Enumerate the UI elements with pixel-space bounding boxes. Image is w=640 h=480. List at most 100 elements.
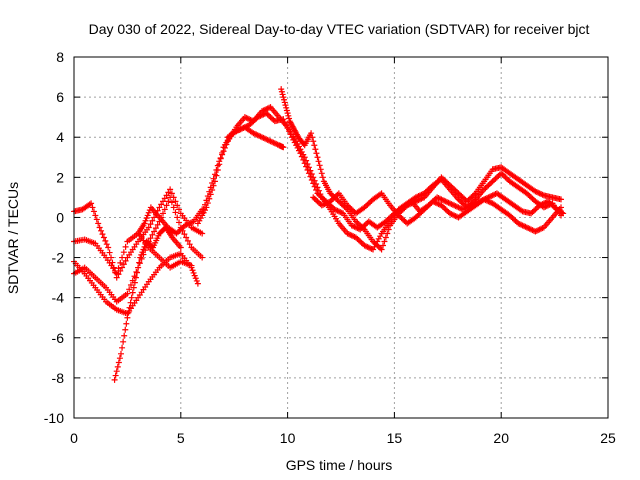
data-point	[165, 198, 172, 205]
data-point	[144, 212, 151, 219]
chart-title: Day 030 of 2022, Sidereal Day-to-day VTE…	[89, 21, 590, 37]
data-point	[131, 279, 138, 286]
series-track-5	[111, 224, 184, 383]
data-point	[117, 259, 124, 266]
data-point	[378, 246, 385, 253]
data-point	[120, 338, 127, 345]
data-point	[134, 269, 141, 276]
data-point	[558, 212, 565, 219]
data-layer	[71, 86, 567, 383]
data-point	[165, 189, 172, 196]
data-point	[189, 267, 196, 274]
data-point	[214, 162, 221, 169]
data-point	[90, 208, 97, 215]
data-point	[384, 230, 391, 237]
data-point	[115, 359, 122, 366]
data-point	[172, 209, 179, 216]
data-point	[315, 187, 322, 194]
y-tick-label: 2	[56, 169, 64, 185]
data-point	[147, 221, 154, 228]
data-point	[283, 107, 290, 114]
data-point	[120, 261, 127, 268]
data-point	[188, 264, 195, 271]
data-point	[283, 104, 290, 111]
data-point	[278, 88, 285, 95]
data-point	[192, 275, 199, 282]
data-point	[221, 144, 228, 151]
data-point	[316, 162, 323, 169]
data-point	[311, 142, 318, 149]
data-point	[558, 196, 565, 203]
data-point	[209, 180, 216, 187]
data-point	[311, 177, 318, 184]
data-point	[163, 202, 170, 209]
data-point	[142, 217, 149, 224]
data-point	[127, 299, 134, 306]
y-tick-label: -2	[52, 250, 65, 266]
data-point	[317, 166, 324, 173]
data-point	[151, 214, 158, 221]
data-point	[136, 259, 143, 266]
data-point	[381, 238, 388, 245]
data-point	[116, 355, 123, 362]
data-point	[122, 326, 129, 333]
data-point	[202, 201, 209, 208]
data-point	[147, 235, 154, 242]
x-tick-label: 20	[493, 430, 509, 446]
series-track-8	[199, 104, 565, 253]
data-point	[170, 204, 177, 211]
data-point	[282, 102, 289, 109]
data-point	[305, 164, 312, 171]
data-point	[129, 289, 136, 296]
data-point	[119, 264, 126, 271]
data-point	[285, 112, 292, 119]
data-point	[125, 309, 132, 316]
data-point	[100, 234, 107, 241]
series-track-11	[310, 190, 565, 235]
data-point	[313, 150, 320, 157]
data-point	[174, 214, 181, 221]
data-point	[204, 193, 211, 200]
series-track-6	[135, 204, 206, 237]
data-point	[145, 224, 152, 231]
data-point	[145, 209, 152, 216]
data-point	[193, 277, 200, 284]
data-point	[281, 96, 288, 103]
data-point	[313, 181, 320, 188]
data-point	[219, 151, 226, 158]
y-axis-label: SDTVAR / TECUs	[5, 182, 21, 294]
data-point	[130, 284, 137, 291]
data-point	[307, 167, 314, 174]
y-tick-label: 4	[56, 129, 64, 145]
y-tick-label: 6	[56, 89, 64, 105]
data-point	[200, 206, 207, 213]
data-point	[113, 270, 120, 277]
data-point	[139, 249, 146, 256]
data-point	[172, 198, 179, 205]
data-point	[319, 174, 326, 181]
x-tick-label: 0	[70, 430, 78, 446]
data-point	[309, 134, 316, 141]
data-point	[99, 231, 106, 238]
data-point	[124, 290, 131, 297]
data-point	[308, 130, 315, 137]
data-point	[191, 272, 198, 279]
data-point	[141, 243, 148, 250]
data-point	[385, 226, 392, 233]
data-point	[123, 320, 130, 327]
data-point	[310, 138, 317, 145]
data-point	[119, 254, 126, 261]
data-point	[184, 237, 191, 244]
data-point	[135, 264, 142, 271]
data-point	[156, 204, 163, 211]
data-point	[95, 220, 102, 227]
data-point	[149, 217, 156, 224]
data-point	[160, 210, 166, 217]
data-point	[163, 192, 170, 199]
data-point	[203, 197, 210, 204]
data-point	[126, 286, 133, 293]
data-point	[120, 249, 127, 256]
data-point	[113, 368, 120, 375]
data-point	[278, 86, 285, 93]
series-track-1	[71, 186, 206, 281]
